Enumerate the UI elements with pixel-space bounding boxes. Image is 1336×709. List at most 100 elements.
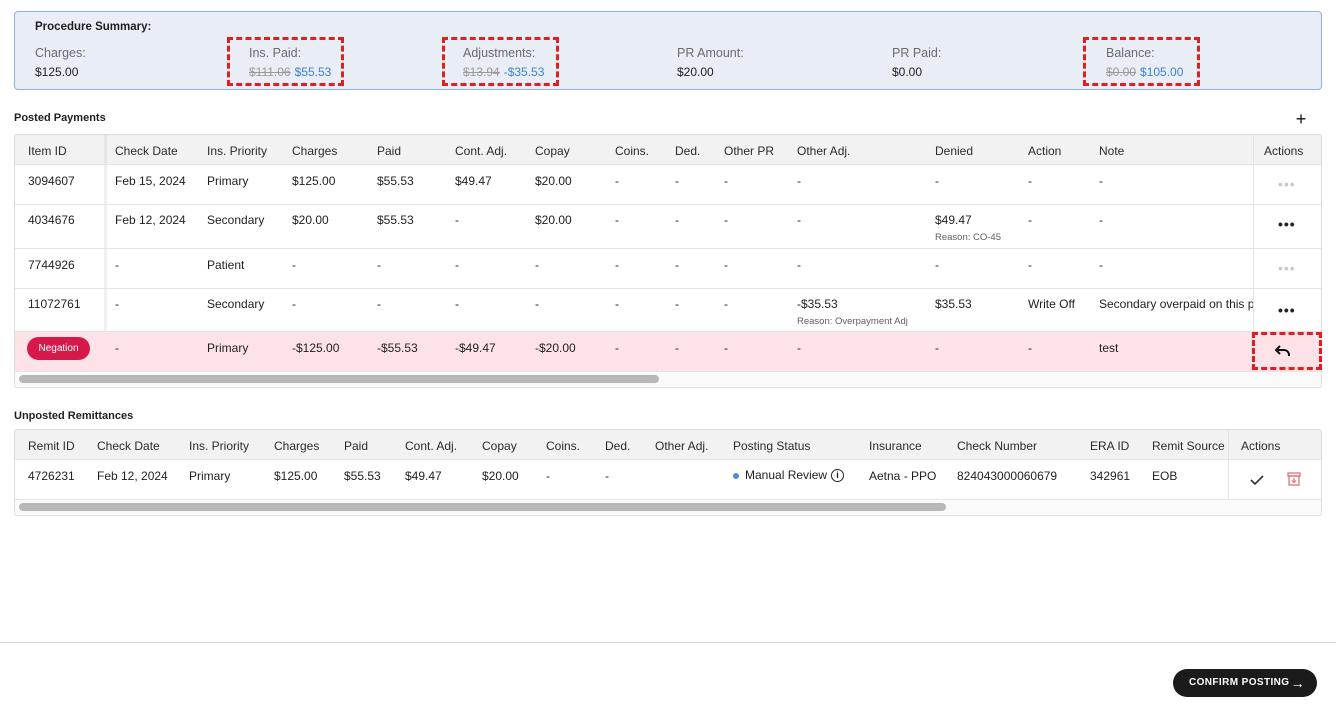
balance-old: $0.00 xyxy=(1106,65,1137,79)
unposted-remittances-title: Unposted Remittances xyxy=(14,410,134,422)
unposted-scrollbar-thumb[interactable] xyxy=(19,503,946,511)
arrow-right-icon: → xyxy=(1290,675,1305,691)
col-cont-adj[interactable]: Cont. Adj. xyxy=(455,144,508,158)
note: Secondary overpaid on this pr xyxy=(1099,297,1253,311)
ins-priority: Secondary xyxy=(207,297,265,311)
posted-payments-title: Posted Payments xyxy=(14,112,106,124)
col-charges[interactable]: Charges xyxy=(292,144,338,158)
posted-scrollbar[interactable] xyxy=(15,372,1321,386)
col-other-adj[interactable]: Other Adj. xyxy=(655,439,709,453)
ded: - xyxy=(675,258,679,272)
col-check-date[interactable]: Check Date xyxy=(115,144,178,158)
col-denied[interactable]: Denied xyxy=(935,144,974,158)
confirm-posting-button[interactable]: CONFIRM POSTING → xyxy=(1173,669,1317,697)
col-check-date[interactable]: Check Date xyxy=(97,439,160,453)
col-copay[interactable]: Copay xyxy=(535,144,570,158)
balance-new: $105.00 xyxy=(1140,65,1184,79)
other-pr: - xyxy=(724,174,728,188)
col-remit-source[interactable]: Remit Source xyxy=(1152,439,1225,453)
other-pr: - xyxy=(724,213,728,227)
col-insurance[interactable]: Insurance xyxy=(869,439,922,453)
cont-adj: $49.47 xyxy=(455,174,492,188)
footer-divider xyxy=(0,642,1336,643)
other-adj-reason: Reason: Overpayment Adj xyxy=(797,316,908,327)
unposted-scrollbar[interactable] xyxy=(15,500,1321,514)
col-remit-id[interactable]: Remit ID xyxy=(28,439,75,453)
action: Write Off xyxy=(1028,297,1075,311)
add-payment-button[interactable]: + xyxy=(1293,110,1309,128)
note: - xyxy=(1099,213,1103,227)
posted-scrollbar-thumb[interactable] xyxy=(19,375,659,383)
col-other-pr[interactable]: Other PR xyxy=(724,144,775,158)
note: test xyxy=(1099,341,1119,355)
archive-icon[interactable] xyxy=(1287,471,1301,487)
col-cont-adj[interactable]: Cont. Adj. xyxy=(405,439,458,453)
remit-id: 4726231 xyxy=(28,469,75,483)
col-other-adj[interactable]: Other Adj. xyxy=(797,144,851,158)
col-coins[interactable]: Coins. xyxy=(546,439,581,453)
negation-badge: Negation xyxy=(27,337,90,360)
col-ded[interactable]: Ded. xyxy=(675,144,701,158)
col-paid[interactable]: Paid xyxy=(377,144,402,158)
ins-paid-label: Ins. Paid: xyxy=(249,46,302,60)
copay: $20.00 xyxy=(535,174,572,188)
col-actions: Actions xyxy=(1241,439,1281,453)
info-icon[interactable]: i xyxy=(831,469,845,483)
summary-pr-amount: PR Amount: $20.00 xyxy=(677,46,744,79)
col-check-number[interactable]: Check Number xyxy=(957,439,1038,453)
other-pr: - xyxy=(724,297,728,311)
note: - xyxy=(1099,174,1103,188)
charges-value: $125.00 xyxy=(35,65,79,79)
coins: - xyxy=(615,258,619,272)
summary-adjustments: Adjustments: $13.94 -$35.53 xyxy=(463,46,544,79)
col-paid[interactable]: Paid xyxy=(344,439,369,453)
coins: - xyxy=(546,469,550,483)
ded: - xyxy=(675,213,679,227)
more-options-icon[interactable]: ••• xyxy=(1278,302,1296,318)
insurance: Aetna - PPO xyxy=(869,469,937,483)
charges: - xyxy=(292,258,296,272)
col-ins-priority[interactable]: Ins. Priority xyxy=(189,439,250,453)
col-action[interactable]: Action xyxy=(1028,144,1062,158)
cont-adj: $49.47 xyxy=(405,469,442,483)
check-date: Feb 15, 2024 xyxy=(115,174,186,188)
other-pr: - xyxy=(724,258,728,272)
col-ins-priority[interactable]: Ins. Priority xyxy=(207,144,268,158)
action: - xyxy=(1028,213,1032,227)
col-era-id[interactable]: ERA ID xyxy=(1090,439,1130,453)
more-options-icon[interactable]: ••• xyxy=(1278,260,1296,276)
pr-amount-label: PR Amount: xyxy=(677,46,744,60)
col-ded[interactable]: Ded. xyxy=(605,439,631,453)
undo-icon[interactable] xyxy=(1274,344,1292,358)
ins-priority: Primary xyxy=(189,469,231,483)
status-dot-icon xyxy=(733,472,739,479)
adjustments-label: Adjustments: xyxy=(463,46,536,60)
col-posting-status[interactable]: Posting Status xyxy=(733,439,811,453)
more-options-icon[interactable]: ••• xyxy=(1278,176,1296,192)
table-row: Negation - Primary -$125.00 -$55.53 -$49… xyxy=(15,332,1321,372)
table-row: 11072761 - Secondary - - - - - - - -$35.… xyxy=(15,289,1321,332)
col-coins[interactable]: Coins. xyxy=(615,144,650,158)
denied-reason: Reason: CO-45 xyxy=(935,232,1002,243)
more-options-icon[interactable]: ••• xyxy=(1278,216,1296,232)
unposted-header-row: Remit ID Check Date Ins. Priority Charge… xyxy=(15,430,1321,460)
paid: $55.53 xyxy=(377,213,414,227)
col-copay[interactable]: Copay xyxy=(482,439,517,453)
ded: - xyxy=(605,469,609,483)
ins-priority: Patient xyxy=(207,258,245,272)
denied: - xyxy=(935,174,939,188)
charges: $125.00 xyxy=(292,174,336,188)
denied: - xyxy=(935,341,939,355)
ded: - xyxy=(675,297,679,311)
table-row: 4034676 Feb 12, 2024 Secondary $20.00 $5… xyxy=(15,205,1321,249)
check-icon[interactable] xyxy=(1249,473,1265,487)
col-item-id[interactable]: Item ID xyxy=(28,144,67,158)
ins-priority: Secondary xyxy=(207,213,265,227)
posted-header-row: Item ID Check Date Ins. Priority Charges… xyxy=(15,135,1321,165)
col-note[interactable]: Note xyxy=(1099,144,1125,158)
denied: $49.47 xyxy=(935,213,972,227)
col-charges[interactable]: Charges xyxy=(274,439,320,453)
adjustments-new: -$35.53 xyxy=(503,65,545,79)
summary-title: Procedure Summary: xyxy=(35,21,152,33)
check-number: 824043000060679 xyxy=(957,469,1058,483)
